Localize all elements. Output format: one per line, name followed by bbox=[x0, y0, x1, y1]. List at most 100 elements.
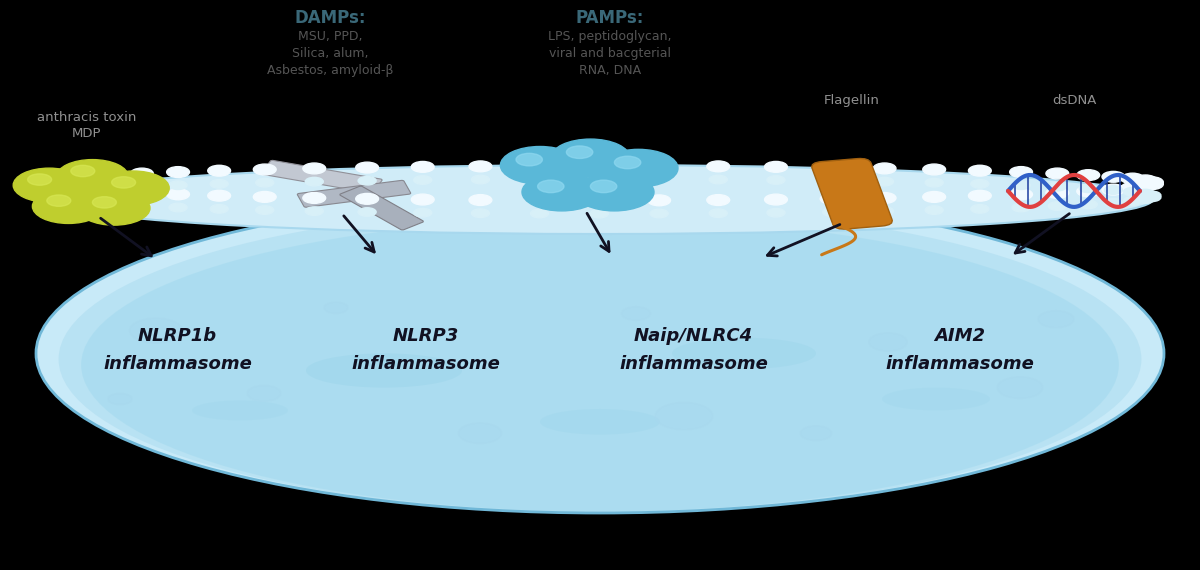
Circle shape bbox=[1134, 181, 1157, 192]
Circle shape bbox=[821, 193, 844, 204]
Circle shape bbox=[47, 195, 71, 206]
Circle shape bbox=[1038, 311, 1074, 328]
Circle shape bbox=[800, 426, 832, 441]
Circle shape bbox=[528, 195, 551, 206]
Circle shape bbox=[305, 177, 323, 186]
Circle shape bbox=[823, 207, 841, 216]
Circle shape bbox=[102, 184, 120, 193]
Circle shape bbox=[551, 139, 630, 177]
Circle shape bbox=[100, 170, 122, 181]
Circle shape bbox=[530, 175, 548, 184]
Circle shape bbox=[925, 206, 943, 214]
Circle shape bbox=[566, 146, 593, 158]
Circle shape bbox=[874, 163, 896, 174]
Circle shape bbox=[167, 166, 190, 177]
FancyBboxPatch shape bbox=[262, 160, 382, 193]
Circle shape bbox=[102, 200, 120, 209]
Ellipse shape bbox=[47, 165, 1153, 234]
Ellipse shape bbox=[59, 206, 1141, 512]
Circle shape bbox=[1049, 182, 1067, 191]
Circle shape bbox=[1121, 182, 1144, 193]
Circle shape bbox=[1140, 179, 1163, 190]
Circle shape bbox=[472, 175, 490, 184]
Circle shape bbox=[458, 423, 502, 443]
Circle shape bbox=[1076, 170, 1099, 181]
Circle shape bbox=[169, 203, 187, 212]
Text: inflammasome: inflammasome bbox=[103, 355, 252, 373]
Text: LPS, peptidoglycan,
viral and bacgterial
RNA, DNA: LPS, peptidoglycan, viral and bacgterial… bbox=[548, 30, 671, 76]
Circle shape bbox=[469, 194, 492, 205]
Circle shape bbox=[823, 177, 841, 185]
Circle shape bbox=[821, 162, 844, 173]
Circle shape bbox=[764, 194, 787, 205]
Circle shape bbox=[412, 194, 434, 205]
Circle shape bbox=[876, 207, 894, 215]
Circle shape bbox=[522, 173, 601, 211]
Circle shape bbox=[133, 202, 151, 210]
Circle shape bbox=[412, 161, 434, 172]
Circle shape bbox=[1104, 186, 1122, 194]
Circle shape bbox=[971, 180, 989, 188]
Circle shape bbox=[358, 177, 376, 185]
Circle shape bbox=[650, 209, 668, 218]
Circle shape bbox=[971, 205, 989, 213]
Circle shape bbox=[208, 165, 230, 176]
Text: Flagellin: Flagellin bbox=[824, 94, 880, 107]
Circle shape bbox=[1012, 181, 1030, 189]
Circle shape bbox=[108, 393, 132, 405]
Circle shape bbox=[588, 161, 611, 172]
Circle shape bbox=[167, 189, 190, 200]
Text: inflammasome: inflammasome bbox=[619, 355, 768, 373]
Text: dsDNA: dsDNA bbox=[1052, 94, 1096, 107]
Circle shape bbox=[530, 209, 548, 218]
Circle shape bbox=[1079, 184, 1097, 193]
Circle shape bbox=[253, 192, 276, 202]
Circle shape bbox=[925, 178, 943, 187]
FancyBboxPatch shape bbox=[298, 180, 410, 207]
Circle shape bbox=[1121, 173, 1144, 184]
Circle shape bbox=[968, 165, 991, 176]
Circle shape bbox=[133, 182, 151, 191]
Circle shape bbox=[97, 171, 169, 205]
Text: AIM2: AIM2 bbox=[935, 327, 985, 345]
Circle shape bbox=[210, 205, 228, 213]
Circle shape bbox=[1009, 166, 1032, 177]
Circle shape bbox=[77, 186, 95, 194]
Circle shape bbox=[469, 161, 492, 172]
Circle shape bbox=[28, 174, 52, 185]
Text: Naip/NLRC4: Naip/NLRC4 bbox=[634, 327, 754, 345]
Circle shape bbox=[923, 192, 946, 202]
Ellipse shape bbox=[82, 218, 1118, 512]
Circle shape bbox=[528, 161, 551, 172]
Circle shape bbox=[650, 175, 668, 184]
Circle shape bbox=[614, 156, 641, 169]
Circle shape bbox=[414, 209, 432, 217]
Circle shape bbox=[77, 198, 95, 207]
Circle shape bbox=[1046, 168, 1069, 179]
Circle shape bbox=[355, 193, 378, 204]
Text: NLRP3: NLRP3 bbox=[392, 327, 460, 345]
Circle shape bbox=[968, 190, 991, 201]
Circle shape bbox=[32, 189, 104, 223]
Circle shape bbox=[1142, 193, 1160, 202]
Circle shape bbox=[13, 168, 85, 202]
Circle shape bbox=[74, 184, 97, 195]
Text: inflammasome: inflammasome bbox=[886, 355, 1034, 373]
Circle shape bbox=[1136, 195, 1154, 203]
Circle shape bbox=[1140, 177, 1163, 188]
Circle shape bbox=[324, 302, 348, 314]
FancyBboxPatch shape bbox=[811, 158, 893, 229]
Circle shape bbox=[78, 191, 150, 225]
Circle shape bbox=[923, 164, 946, 175]
Circle shape bbox=[707, 194, 730, 205]
Text: inflammasome: inflammasome bbox=[352, 355, 500, 373]
Circle shape bbox=[1049, 202, 1067, 210]
Circle shape bbox=[74, 172, 97, 182]
Ellipse shape bbox=[672, 337, 816, 369]
Circle shape bbox=[1136, 189, 1154, 198]
Ellipse shape bbox=[192, 400, 288, 421]
Circle shape bbox=[100, 186, 122, 197]
Circle shape bbox=[358, 207, 376, 216]
Circle shape bbox=[1102, 184, 1124, 195]
Circle shape bbox=[302, 163, 325, 174]
